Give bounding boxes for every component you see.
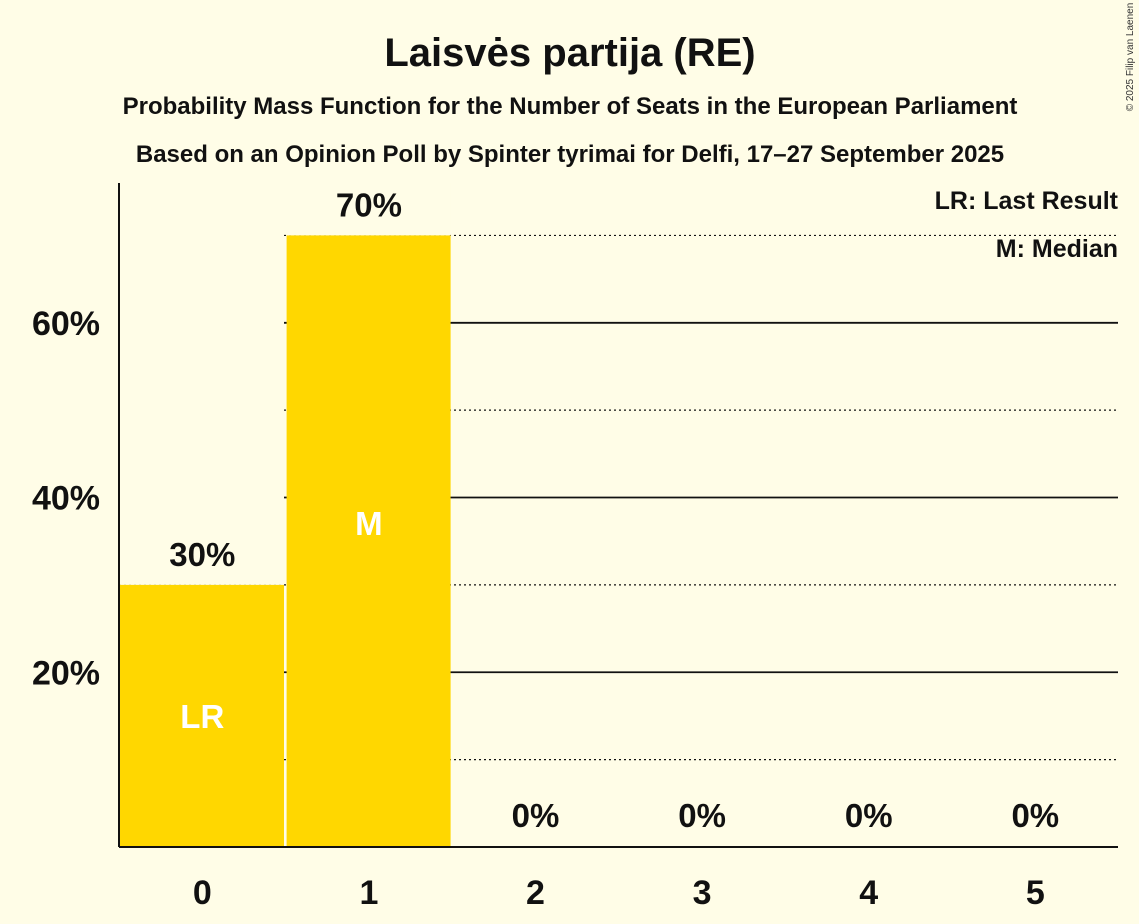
axes — [118, 183, 1118, 848]
bar-seats-0 — [120, 584, 284, 847]
copyright-notice: © 2025 Filip van Laenen — [1125, 3, 1136, 112]
x-tick-label: 1 — [359, 874, 378, 912]
x-tick-label: 5 — [1026, 874, 1045, 912]
bar-value-label: 0% — [512, 797, 560, 834]
bar-column-background — [120, 183, 284, 585]
bar-value-label: 0% — [678, 797, 726, 834]
bar-seats-1 — [286, 235, 451, 848]
bar-value-label: 0% — [845, 797, 893, 834]
chart-subtitle-source: Based on an Opinion Poll by Spinter tyri… — [136, 141, 1004, 168]
x-tick-label: 3 — [693, 874, 712, 912]
chart-title: Laisvės partija (RE) — [384, 31, 755, 75]
bars — [120, 183, 451, 848]
legend-last-result: LR: Last Result — [935, 187, 1119, 215]
bar-value-label: 70% — [336, 186, 402, 223]
x-tick-label: 2 — [526, 874, 545, 912]
bar-marker-lr: LR — [180, 698, 224, 735]
y-tick-label: 20% — [32, 654, 100, 692]
x-tick-label: 4 — [859, 874, 878, 912]
legend-median: M: Median — [996, 235, 1118, 263]
bar-value-label: 30% — [169, 536, 235, 573]
bar-value-label: 0% — [1011, 797, 1059, 834]
y-tick-label: 60% — [32, 305, 100, 343]
y-tick-label: 40% — [32, 480, 100, 518]
gridlines — [119, 234, 1118, 761]
bar-column-background — [286, 183, 451, 236]
x-tick-label: 0 — [193, 874, 212, 912]
bar-marker-m: M — [355, 505, 383, 542]
chart-subtitle: Probability Mass Function for the Number… — [123, 93, 1018, 120]
